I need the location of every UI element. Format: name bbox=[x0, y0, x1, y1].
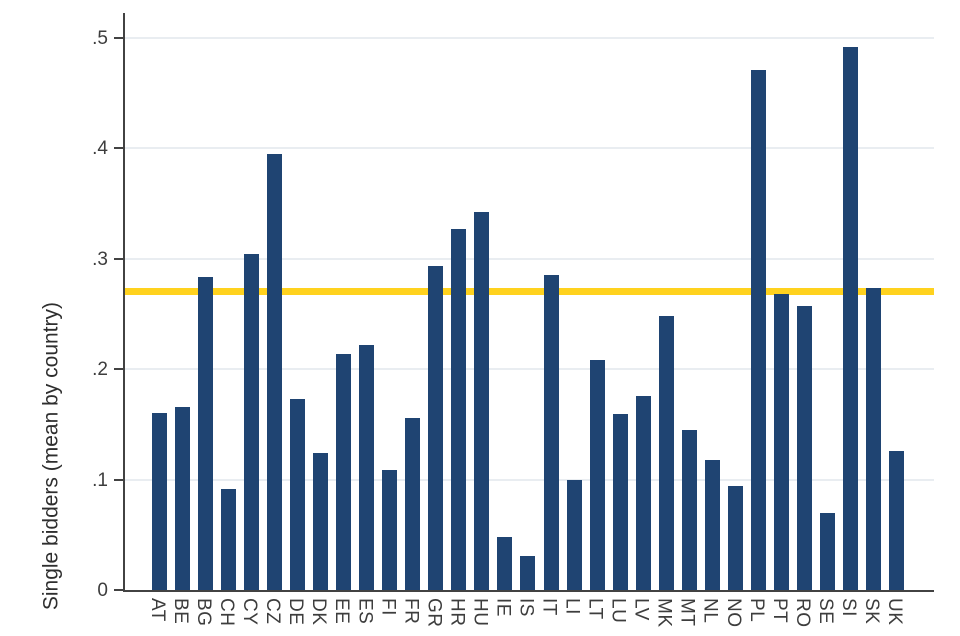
x-tick-label-UK: UK bbox=[883, 598, 905, 626]
x-tick-label-MT: MT bbox=[676, 598, 698, 627]
x-tick-label-LV: LV bbox=[630, 598, 652, 621]
bar-ES bbox=[359, 344, 375, 590]
bar-AT bbox=[152, 413, 167, 590]
gridline bbox=[125, 257, 934, 260]
bar-HU bbox=[474, 212, 490, 590]
y-axis-title: Single bidders (mean by country) bbox=[39, 302, 63, 611]
x-tick-label-RO: RO bbox=[791, 598, 813, 628]
x-tick-label-DK: DK bbox=[308, 598, 330, 626]
y-tick-label: .1 bbox=[92, 469, 108, 491]
x-tick-label-CH: CH bbox=[216, 598, 238, 627]
bar-DK bbox=[313, 452, 329, 590]
bar-BE bbox=[175, 406, 191, 590]
bar-DE bbox=[290, 398, 306, 590]
x-tick-label-LI: LI bbox=[561, 598, 583, 615]
bar-SI bbox=[842, 47, 858, 590]
x-tick-label-CY: CY bbox=[239, 598, 261, 626]
y-tick-mark bbox=[114, 147, 123, 149]
x-tick-label-DE: DE bbox=[285, 598, 307, 626]
x-tick-label-SI: SI bbox=[837, 598, 859, 617]
x-tick-label-MK: MK bbox=[653, 598, 675, 628]
bar-MT bbox=[681, 429, 697, 590]
y-tick-mark bbox=[114, 36, 123, 39]
bar-IS bbox=[520, 555, 536, 590]
y-tick-label: .2 bbox=[92, 359, 108, 380]
gridline bbox=[125, 147, 934, 149]
y-tick-label: .3 bbox=[92, 248, 108, 270]
x-tick-label-PT: PT bbox=[768, 598, 790, 624]
bar-PT bbox=[773, 293, 789, 590]
x-tick-label-EE: EE bbox=[331, 598, 353, 625]
x-tick-label-IT: IT bbox=[538, 598, 560, 616]
bar-FI bbox=[382, 469, 398, 590]
x-tick-label-FR: FR bbox=[400, 598, 422, 625]
x-tick-label-LT: LT bbox=[584, 598, 606, 620]
x-tick-label-GR: GR bbox=[423, 598, 445, 628]
x-tick-label-CZ: CZ bbox=[262, 598, 284, 625]
x-tick-label-SK: SK bbox=[860, 598, 882, 625]
bar-LU bbox=[612, 414, 628, 590]
bar-GR bbox=[428, 266, 444, 590]
y-tick-mark bbox=[114, 589, 123, 591]
reference-line bbox=[125, 288, 934, 296]
x-tick-label-NO: NO bbox=[722, 598, 744, 628]
y-tick-mark bbox=[114, 478, 123, 481]
gridline bbox=[125, 36, 934, 39]
x-tick-label-BE: BE bbox=[170, 598, 192, 625]
x-tick-label-BG: BG bbox=[193, 598, 215, 627]
x-tick-label-NL: NL bbox=[699, 598, 721, 624]
plot-area bbox=[123, 13, 934, 592]
bar-BG bbox=[198, 277, 214, 590]
bar-SK bbox=[865, 288, 881, 590]
x-tick-label-LU: LU bbox=[607, 598, 629, 624]
bar-NL bbox=[704, 459, 720, 590]
x-tick-label-PL: PL bbox=[745, 598, 767, 623]
bar-NO bbox=[727, 486, 743, 590]
y-tick-mark bbox=[114, 368, 123, 370]
bar-SE bbox=[819, 512, 835, 590]
bar-LI bbox=[566, 479, 582, 590]
gridline bbox=[125, 368, 934, 370]
x-tick-label-IS: IS bbox=[515, 598, 537, 617]
y-tick-label: .5 bbox=[92, 27, 108, 49]
y-tick-label: .4 bbox=[92, 138, 108, 159]
x-tick-label-HU: HU bbox=[469, 598, 491, 627]
y-tick-label: 0 bbox=[97, 580, 108, 601]
bar-RO bbox=[796, 306, 812, 590]
bar-IE bbox=[497, 536, 513, 590]
bar-CZ bbox=[267, 153, 283, 590]
bar-HR bbox=[451, 228, 467, 590]
bar-MK bbox=[658, 315, 674, 590]
bar-CH bbox=[221, 489, 237, 590]
x-tick-label-FI: FI bbox=[377, 598, 399, 616]
bar-FR bbox=[405, 417, 421, 590]
bar-LV bbox=[635, 395, 651, 590]
x-tick-label-IE: IE bbox=[492, 598, 514, 617]
gridline bbox=[125, 478, 934, 481]
bar-CY bbox=[244, 254, 260, 590]
x-tick-label-HR: HR bbox=[446, 598, 468, 627]
bar-EE bbox=[336, 353, 352, 590]
bar-LT bbox=[589, 360, 605, 590]
bar-IT bbox=[543, 275, 559, 590]
bar-PL bbox=[750, 69, 766, 590]
x-tick-label-AT: AT bbox=[147, 598, 168, 622]
x-tick-label-SE: SE bbox=[814, 598, 836, 625]
x-tick-label-ES: ES bbox=[354, 598, 376, 625]
y-tick-mark bbox=[114, 257, 123, 260]
bar-UK bbox=[888, 450, 904, 590]
